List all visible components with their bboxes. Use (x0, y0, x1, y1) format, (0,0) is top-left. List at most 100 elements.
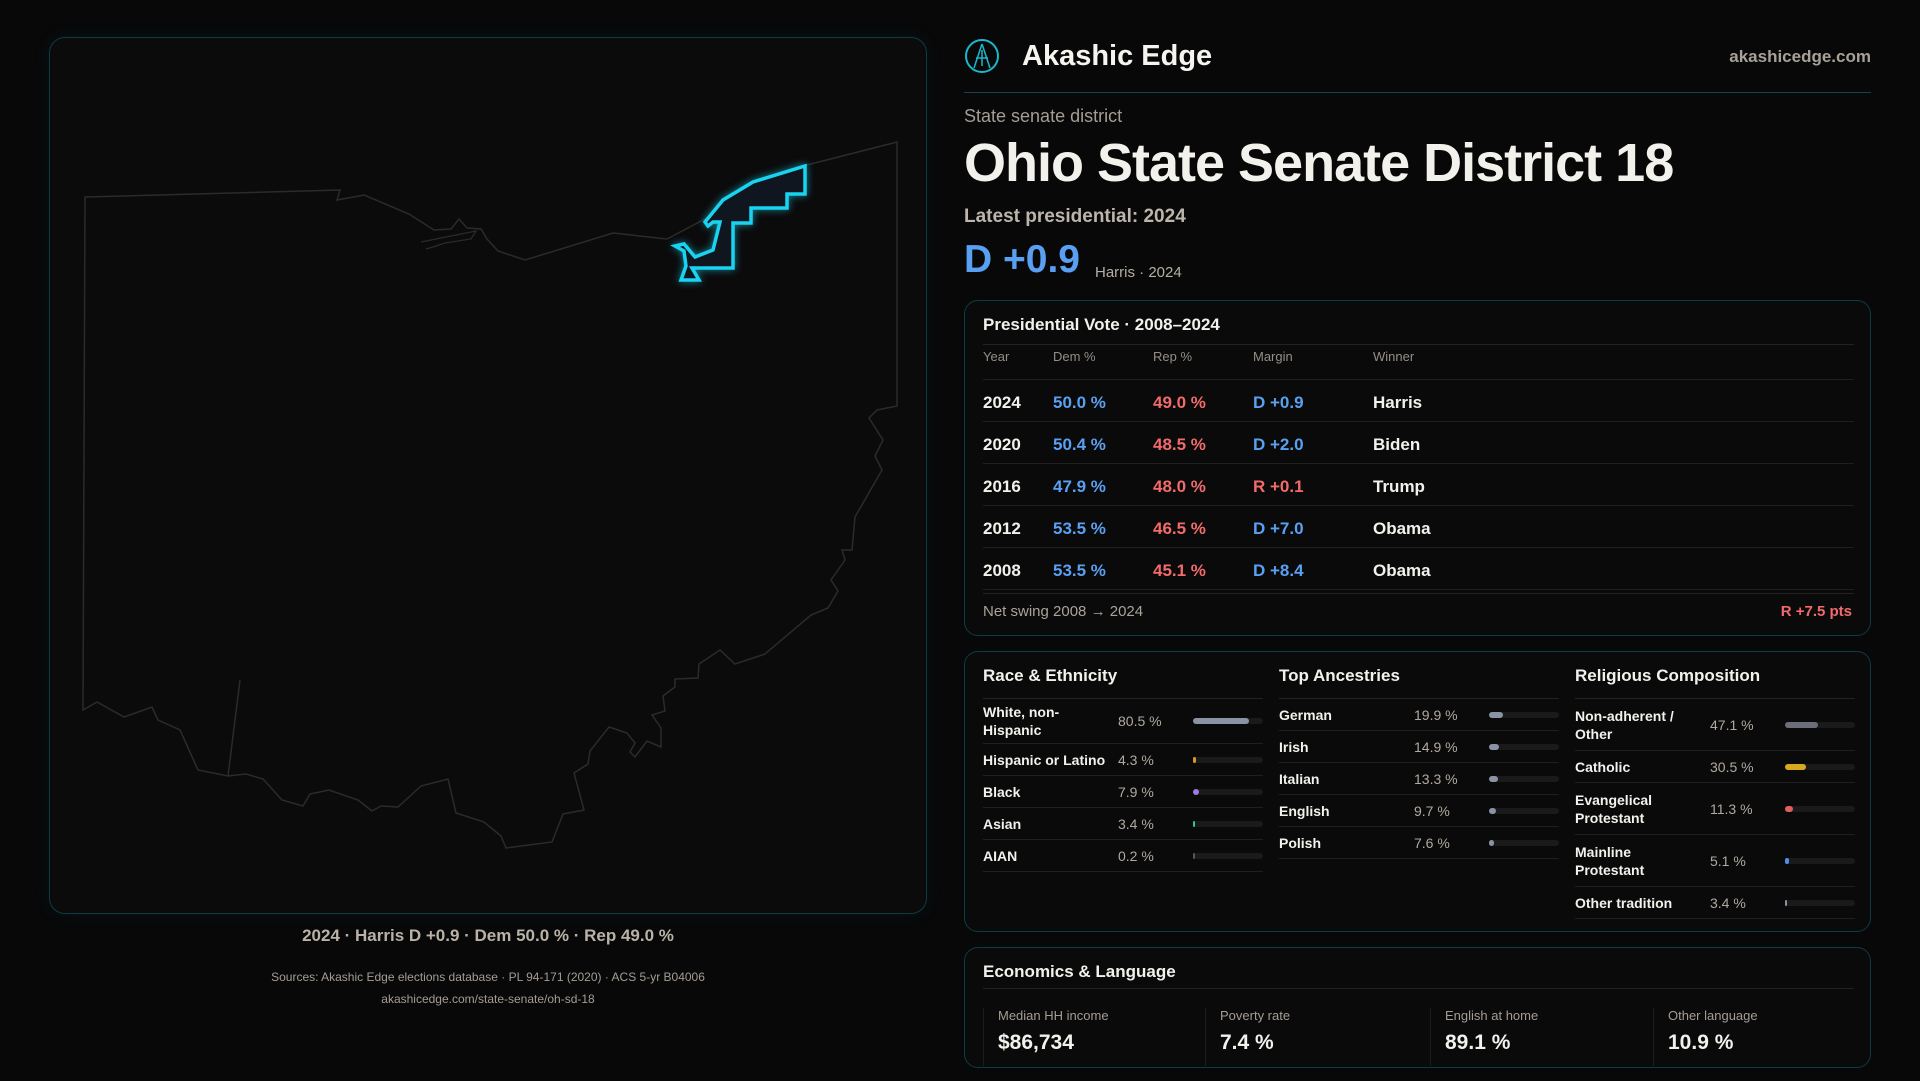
list-item: Catholic 30.5 % (1575, 751, 1855, 783)
cell-margin: D +7.0 (1253, 519, 1304, 538)
col-margin: Margin (1253, 349, 1293, 364)
stat-value: 10.9 % (1668, 1031, 1734, 1054)
stat: English at home 89.1 % (1430, 1008, 1538, 1066)
item-value: 7.9 % (1118, 783, 1154, 800)
item-bar (1193, 788, 1263, 795)
brand-name: Akashic Edge (1022, 39, 1213, 72)
stat-value: $86,734 (998, 1031, 1074, 1054)
stat-label: English at home (1445, 1008, 1539, 1023)
brand[interactable]: Akashic Edge (964, 38, 1212, 74)
cell-dem: 50.4 % (1053, 435, 1106, 454)
item-bar (1489, 743, 1559, 750)
item-bar-fill (1785, 805, 1793, 812)
table-row: 2008 53.5 % 45.1 % D +8.4 Obama (983, 549, 1854, 590)
col-dem: Dem % (1053, 349, 1096, 364)
cell-rep: 49.0 % (1153, 393, 1206, 412)
cell-year: 2020 (983, 435, 1021, 454)
item-label: Irish (1279, 738, 1309, 755)
item-bar-fill (1193, 756, 1196, 763)
col-rep: Rep % (1153, 349, 1193, 364)
item-bar (1785, 763, 1855, 770)
item-label: Catholic (1575, 758, 1631, 775)
stat: Other language 10.9 % (1653, 1008, 1758, 1066)
item-label: English (1279, 802, 1330, 819)
list-item: Asian 3.4 % (983, 808, 1263, 840)
cell-dem: 53.5 % (1053, 561, 1106, 580)
district-18-highlight[interactable] (670, 163, 807, 282)
table-row: 2024 50.0 % 49.0 % D +0.9 Harris (983, 381, 1854, 422)
item-bar (1785, 899, 1855, 906)
item-bar (1193, 718, 1263, 724)
net-swing-value: R +7.5 pts (1780, 603, 1852, 620)
list-item: Black 7.9 % (983, 776, 1263, 808)
item-label: Non-adherent / Other (1575, 707, 1674, 742)
item-value: 4.3 % (1118, 751, 1154, 768)
item-bar (1785, 805, 1855, 812)
list-item: Hispanic or Latino 4.3 % (983, 744, 1263, 776)
cell-rep: 46.5 % (1153, 519, 1206, 538)
presidential-card: Presidential Vote · 2008–2024 Year Dem %… (964, 300, 1871, 636)
item-label: Black (983, 783, 1021, 800)
item-bar (1193, 852, 1263, 859)
item-value: 5.1 % (1710, 852, 1746, 869)
list-item: Polish 7.6 % (1279, 827, 1559, 859)
list-item: Non-adherent / Other 47.1 % (1575, 699, 1855, 751)
table-row: 2020 50.4 % 48.5 % D +2.0 Biden (983, 423, 1854, 464)
item-bar-fill (1489, 711, 1503, 718)
header-divider (964, 92, 1871, 93)
group-title: Top Ancestries (1279, 666, 1559, 699)
cell-margin: D +2.0 (1253, 435, 1304, 454)
item-bar (1489, 711, 1559, 718)
col-winner: Winner (1373, 349, 1415, 364)
item-label: AIAN (983, 847, 1018, 864)
demographic-group: Religious Composition Non-adherent / Othe… (1575, 666, 1855, 919)
stat: Median HH income $86,734 (983, 1008, 1109, 1066)
item-value: 47.1 % (1710, 716, 1754, 733)
table-header: Year Dem % Rep % Margin Winner (983, 339, 1854, 380)
latest-winner: Harris · 2024 (1095, 264, 1182, 281)
cell-year: 2024 (983, 393, 1021, 412)
stat-label: Poverty rate (1220, 1008, 1291, 1023)
map-panel[interactable] (49, 37, 927, 914)
page-url[interactable]: akashicedge.com/state-senate/oh-sd-18 (381, 992, 595, 1006)
cell-dem: 47.9 % (1053, 477, 1106, 496)
list-item: White, non-Hispanic 80.5 % (983, 699, 1263, 744)
list-item: Other tradition 3.4 % (1575, 887, 1855, 919)
cell-year: 2016 (983, 477, 1021, 496)
item-bar-fill (1193, 718, 1250, 724)
stat: Poverty rate 7.4 % (1205, 1008, 1290, 1066)
site-link[interactable]: akashicedge.com (1729, 47, 1871, 66)
divider (983, 344, 1854, 345)
item-value: 0.2 % (1118, 847, 1154, 864)
stat-label: Other language (1668, 1008, 1758, 1023)
stat-label: Median HH income (998, 1008, 1109, 1023)
col-year: Year (983, 349, 1010, 364)
list-item: AIAN 0.2 % (983, 840, 1263, 872)
cell-margin: D +0.9 (1253, 393, 1304, 412)
cell-winner: Trump (1373, 477, 1425, 496)
district-kind: State senate district (964, 106, 1123, 126)
stat-value: 7.4 % (1220, 1031, 1274, 1054)
cell-winner: Harris (1373, 393, 1423, 412)
akashic-logo-icon (965, 39, 999, 73)
item-value: 14.9 % (1414, 738, 1458, 755)
item-value: 13.3 % (1414, 770, 1458, 787)
item-bar (1489, 839, 1559, 846)
list-item: English 9.7 % (1279, 795, 1559, 827)
item-label: German (1279, 706, 1332, 723)
list-item: German 19.9 % (1279, 699, 1559, 731)
item-bar (1785, 721, 1855, 728)
item-value: 3.4 % (1118, 815, 1154, 832)
page-title: Ohio State Senate District 18 (964, 133, 1674, 193)
item-bar (1193, 756, 1263, 763)
item-label: Hispanic or Latino (983, 751, 1106, 768)
border-line (227, 679, 241, 777)
item-value: 11.3 % (1710, 800, 1753, 817)
item-bar (1489, 807, 1559, 814)
list-item: Mainline Protestant 5.1 % (1575, 835, 1855, 887)
item-value: 19.9 % (1414, 706, 1458, 723)
sources-text: Sources: Akashic Edge elections database… (271, 970, 705, 984)
item-bar-fill (1489, 839, 1495, 846)
latest-label: Latest presidential: 2024 (964, 206, 1186, 227)
